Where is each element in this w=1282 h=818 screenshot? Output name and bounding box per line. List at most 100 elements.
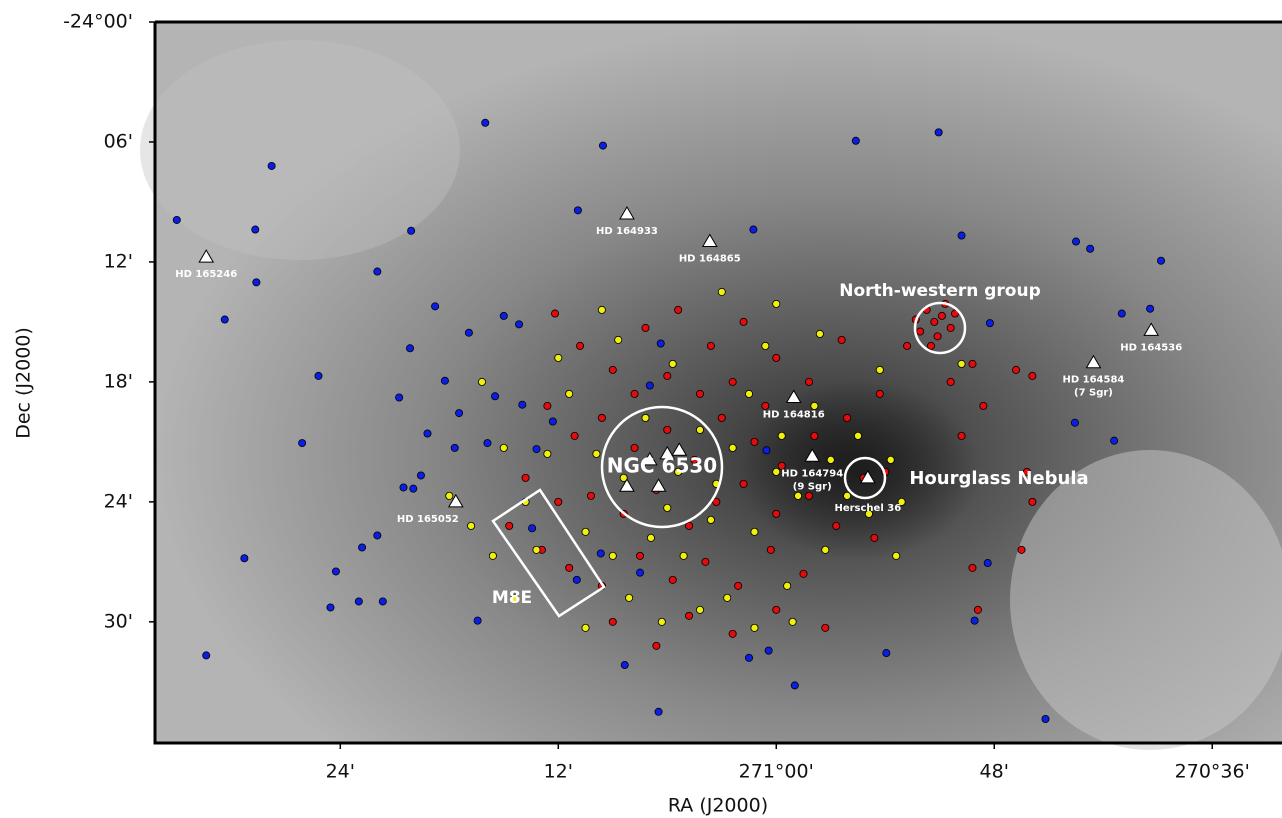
source-point [499,311,508,320]
source-point [202,651,211,660]
source-point [723,593,732,602]
star-marker [859,469,876,484]
source-point [772,605,781,614]
source-point [745,389,754,398]
source-point [783,581,792,590]
nw-group-circle [913,301,967,355]
source-point [933,332,942,341]
source-point [695,425,704,434]
x-tick-label: 48' [980,761,1009,783]
source-point [619,473,628,482]
source-point [810,401,819,410]
source-point [985,319,994,328]
star-label: HD 164536 [1120,342,1182,353]
source-point [749,225,758,234]
source-point [750,623,759,632]
source-point [528,524,537,533]
source-point [903,341,912,350]
star-label: (7 Sgr) [1074,388,1113,399]
star-label: HD 164794 [781,468,843,479]
sky-image [140,22,1282,750]
source-point [608,617,617,626]
annotation: NGC 6530 [607,454,717,478]
star-marker [619,205,635,220]
source-point [636,551,645,560]
source-point [788,617,797,626]
star-label: HD 164933 [596,226,658,237]
source-point [220,315,229,324]
source-point [750,437,759,446]
source-point [331,567,340,576]
source-point [172,215,181,224]
source-point [251,225,260,234]
source-point [916,327,925,336]
source-point [373,267,382,276]
source-point [543,401,552,410]
source-point [854,431,863,440]
source-point [777,431,786,440]
source-point [565,389,574,398]
source-point [777,461,786,470]
star-marker [1085,354,1102,369]
source-point [794,491,803,500]
source-point [957,359,966,368]
star-label: HD 164816 [763,409,825,420]
source-point [477,377,486,386]
source-point [821,545,830,554]
source-point [570,431,579,440]
source-point [674,467,683,476]
source-point [416,471,425,480]
star-label: HD 164584 [1062,375,1124,386]
source-point [1028,371,1037,380]
source-point [951,309,960,318]
source-point [409,484,418,493]
source-point [837,335,846,344]
source-point [875,389,884,398]
source-point [499,443,508,452]
source-point [772,467,781,476]
star-label: HD 164865 [679,254,741,265]
source-point [728,629,737,638]
source-point [663,371,672,380]
source-point [799,569,808,578]
source-point [1110,436,1119,445]
source-point [608,551,617,560]
star-marker [1143,322,1160,336]
source-point [734,581,743,590]
source-point [573,206,582,215]
source-point [983,559,992,568]
source-point [685,611,694,620]
source-point [882,649,891,658]
star-marker [804,448,821,462]
star-marker [785,389,802,403]
source-point [1028,497,1037,506]
hourglass-circle [843,456,887,500]
source-point [373,531,382,540]
source-point [548,417,557,426]
x-tick-label: 12' [544,761,573,783]
ngc6530-circle [600,405,724,529]
source-point [596,549,605,558]
y-tick-label: 12' [104,250,133,272]
source-point [518,400,527,409]
source-point [406,344,415,353]
source-point [395,393,404,402]
source-point [614,335,623,344]
source-point [663,503,672,512]
source-point [1072,237,1081,246]
source-point [641,323,650,332]
source-point [358,543,367,552]
source-point [440,376,449,385]
source-point [875,365,884,374]
source-point [979,401,988,410]
source-point [897,497,906,506]
source-point [431,302,440,311]
source-point [554,353,563,362]
source-point [804,491,813,500]
source-point [1022,467,1031,476]
star-label: Herschel 36 [834,503,901,514]
source-point [843,491,852,500]
source-point [423,429,432,438]
source-point [886,455,895,464]
